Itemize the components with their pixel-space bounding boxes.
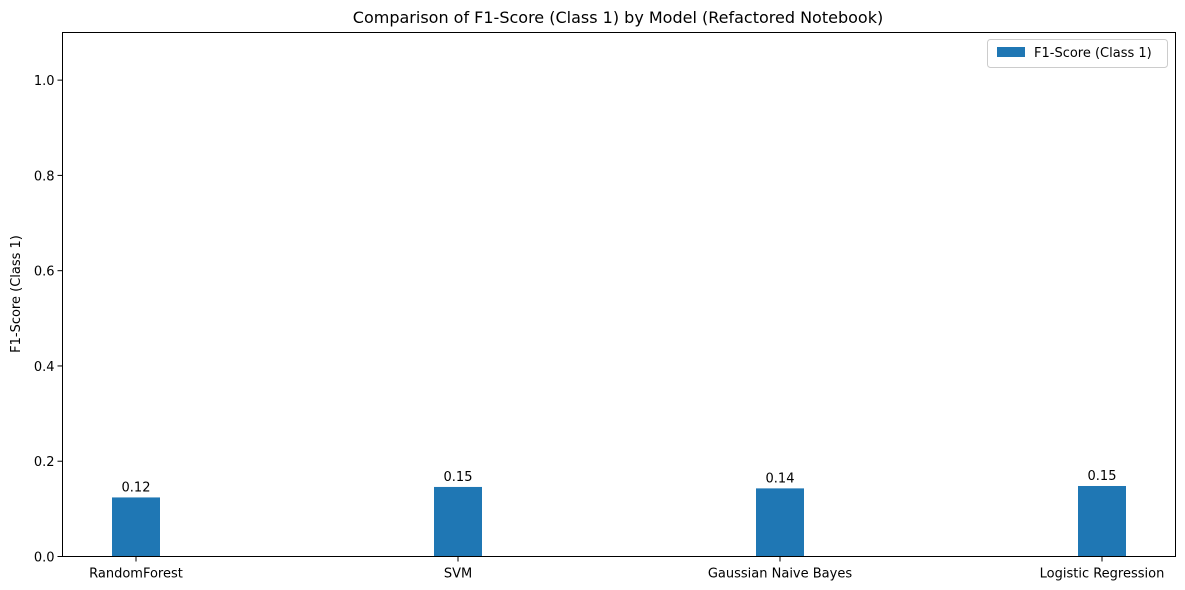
x-axis: RandomForest SVM Gaussian Naive Bayes Logis… [89,556,1165,582]
y-tick-label: 0.8 [34,169,55,184]
y-tick-label: 0.0 [34,551,55,566]
legend-box [987,39,1168,68]
chart-title: Comparison of F1-Score (Class 1) by Mode… [353,8,883,27]
y-tick-label: 1.0 [34,74,55,89]
data-label: 0.15 [1088,469,1117,484]
plot-frame [62,32,1176,557]
bar [756,488,804,557]
y-tick-label: 0.6 [34,265,55,280]
x-tick-label: RandomForest [89,567,183,582]
data-label: 0.15 [444,470,473,485]
x-tick-label: Logistic Regression [1040,567,1165,582]
legend-label: F1-Score (Class 1) [1034,46,1152,61]
bar [112,497,160,557]
data-label: 0.12 [122,480,151,495]
bar [434,486,482,557]
legend: F1-Score (Class 1) [987,39,1168,68]
x-tick-label: Gaussian Naive Bayes [708,567,852,582]
y-tick-label: 0.2 [34,455,55,470]
y-tick-label: 0.4 [34,360,55,375]
data-labels: 0.12 0.15 0.14 0.15 [122,469,1117,495]
bar [1078,485,1126,557]
x-tick-label: SVM [444,567,472,582]
legend-swatch [997,47,1025,57]
y-axis-title: F1-Score (Class 1) [9,235,24,353]
data-label: 0.14 [766,471,795,486]
bars [112,485,1126,557]
y-axis: 0.0 0.2 0.4 0.6 0.8 1.0 [34,74,63,566]
